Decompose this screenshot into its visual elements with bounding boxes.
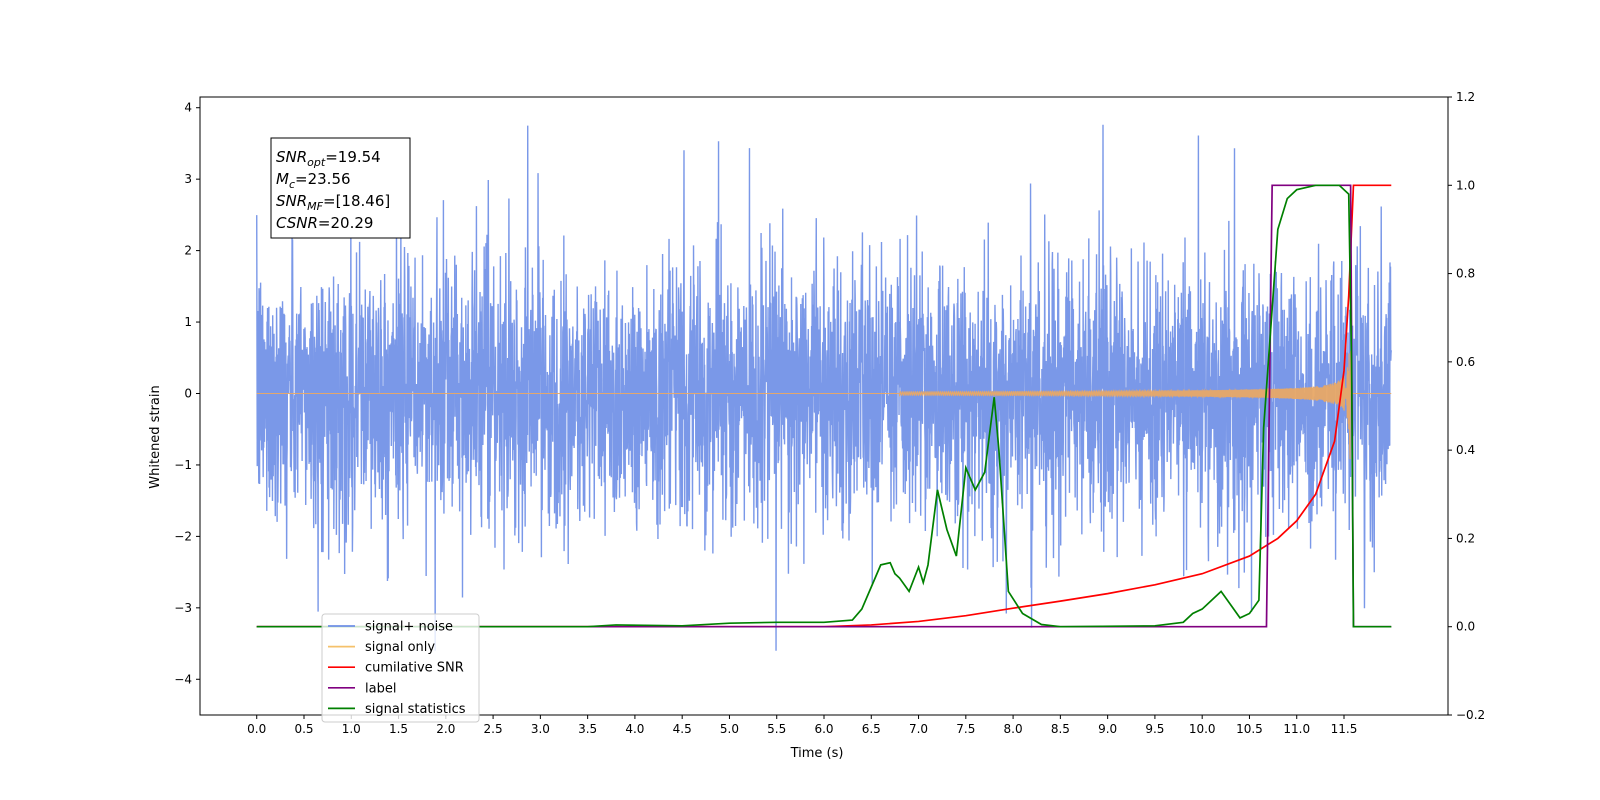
annotation-box: SNRopt=19.54Mc=23.56SNRMF=[18.46]CSNR=20… bbox=[270, 137, 411, 239]
legend: signal+ noise signal only cumilative SNR la… bbox=[321, 613, 480, 723]
x-tick-label: 6.0 bbox=[814, 722, 833, 736]
y2-tick-label: 0.0 bbox=[1456, 620, 1475, 634]
y-axis-label: Whitened strain bbox=[148, 385, 163, 488]
x-tick-label: 11.0 bbox=[1283, 722, 1310, 736]
annotation-line: CSNR=20.29 bbox=[276, 214, 373, 232]
y2-tick-label: −0.2 bbox=[1456, 708, 1485, 722]
x-tick-label: 10.5 bbox=[1236, 722, 1263, 736]
y2-tick-label: 1.0 bbox=[1456, 178, 1475, 192]
y-tick-label: −1 bbox=[174, 458, 192, 472]
y-tick-label: 4 bbox=[184, 101, 192, 115]
y-tick-label: −4 bbox=[174, 672, 192, 686]
x-tick-label: 5.5 bbox=[767, 722, 786, 736]
plot-area bbox=[256, 124, 1392, 651]
y-tick-label: 1 bbox=[184, 315, 192, 329]
legend-frame bbox=[321, 613, 480, 723]
y2-tick-label: 0.8 bbox=[1456, 267, 1475, 281]
x-tick-label: 3.5 bbox=[578, 722, 597, 736]
x-tick-label: 11.5 bbox=[1331, 722, 1358, 736]
legend-label: cumilative SNR bbox=[365, 661, 464, 676]
y-tick-label: −2 bbox=[174, 529, 192, 543]
axes: 0.0 0.5 1.0 1.5 2.0 2.5 3.0 3.5 4.0 4.5 5.0 5.5 6.0 6… bbox=[174, 90, 1485, 736]
x-tick-label: 2.0 bbox=[436, 722, 455, 736]
y-tick-label: 2 bbox=[184, 244, 192, 258]
x-tick-label: 7.0 bbox=[909, 722, 928, 736]
series-cumulative-snr bbox=[256, 184, 1392, 628]
y2-tick-label: 1.2 bbox=[1456, 90, 1475, 104]
annotation-line: Mc=23.56 bbox=[276, 170, 351, 191]
legend-label: signal statistics bbox=[365, 702, 466, 717]
x-tick-label: 4.5 bbox=[673, 722, 692, 736]
x-tick-label: 1.0 bbox=[342, 722, 361, 736]
x-tick-label: 7.5 bbox=[956, 722, 975, 736]
series-signal-statistics bbox=[256, 184, 1392, 628]
y-tick-label: −3 bbox=[174, 601, 192, 615]
x-tick-label: 5.0 bbox=[720, 722, 739, 736]
x-tick-label: 8.0 bbox=[1004, 722, 1023, 736]
x-tick-label: 0.0 bbox=[247, 722, 266, 736]
x-axis-label: Time (s) bbox=[790, 746, 844, 761]
legend-label: signal only bbox=[365, 640, 435, 655]
x-tick-label: 2.5 bbox=[484, 722, 503, 736]
legend-label: label bbox=[365, 681, 396, 696]
x-tick-label: 10.0 bbox=[1189, 722, 1216, 736]
x-tick-label: 3.0 bbox=[531, 722, 550, 736]
x-tick-label: 8.5 bbox=[1051, 722, 1070, 736]
annotation-line: SNRopt=19.54 bbox=[276, 148, 381, 169]
annotation-frame bbox=[270, 137, 411, 239]
x-tick-label: 9.5 bbox=[1145, 722, 1164, 736]
y2-tick-label: 0.2 bbox=[1456, 531, 1475, 545]
y-tick-label: 3 bbox=[184, 172, 192, 186]
x-tick-label: 0.5 bbox=[294, 722, 313, 736]
x-tick-label: 1.5 bbox=[389, 722, 408, 736]
y2-tick-label: 0.4 bbox=[1456, 443, 1475, 457]
annotation-line: SNRMF=[18.46] bbox=[276, 192, 390, 213]
y2-tick-label: 0.6 bbox=[1456, 355, 1475, 369]
series-signal-only bbox=[256, 350, 1392, 460]
x-tick-label: 9.0 bbox=[1098, 722, 1117, 736]
x-tick-label: 4.0 bbox=[625, 722, 644, 736]
x-tick-label: 6.5 bbox=[862, 722, 881, 736]
legend-label: signal+ noise bbox=[365, 620, 453, 635]
y-tick-label: 0 bbox=[184, 386, 192, 400]
series-signal-noise bbox=[256, 124, 1392, 651]
